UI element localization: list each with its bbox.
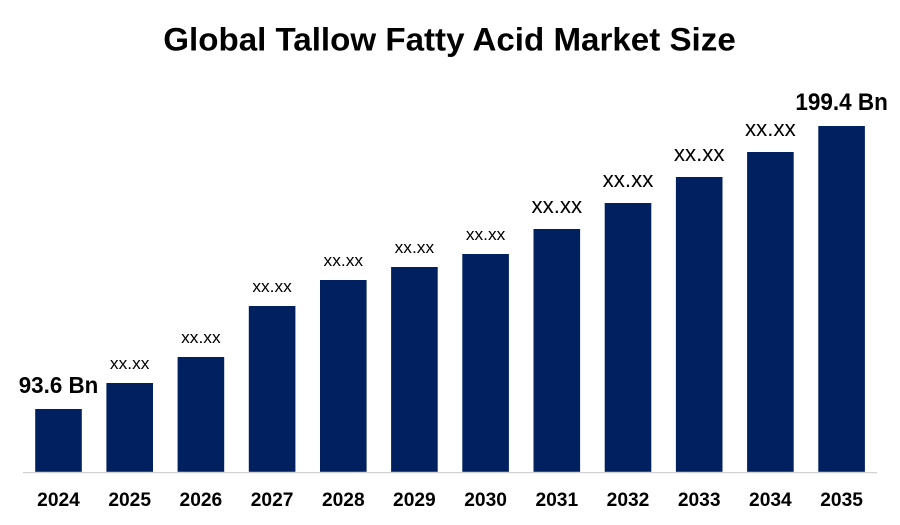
svg-text:2030: 2030 [464, 490, 507, 511]
svg-text:xx.xx: xx.xx [181, 328, 221, 347]
svg-text:xx.xx: xx.xx [324, 251, 364, 270]
svg-text:xx.xx: xx.xx [395, 238, 435, 257]
svg-text:xx.xx: xx.xx [466, 225, 506, 244]
svg-text:2028: 2028 [322, 490, 365, 511]
svg-text:xx.xx: xx.xx [745, 116, 796, 141]
svg-text:2029: 2029 [393, 490, 436, 511]
svg-text:xx.xx: xx.xx [603, 167, 654, 192]
svg-text:2031: 2031 [535, 490, 578, 511]
svg-text:xx.xx: xx.xx [110, 354, 150, 373]
svg-text:2033: 2033 [678, 490, 721, 511]
svg-text:93.6 Bn: 93.6 Bn [19, 372, 99, 398]
svg-text:xx.xx: xx.xx [531, 193, 582, 218]
svg-text:xx.xx: xx.xx [252, 277, 292, 296]
svg-text:2026: 2026 [180, 490, 223, 511]
svg-text:2024: 2024 [37, 490, 80, 511]
svg-text:2034: 2034 [749, 490, 792, 511]
svg-text:2025: 2025 [108, 490, 151, 511]
svg-text:2035: 2035 [820, 490, 863, 511]
svg-text:xx.xx: xx.xx [674, 141, 725, 166]
svg-text:199.4 Bn: 199.4 Bn [795, 89, 888, 116]
svg-text:2032: 2032 [607, 490, 650, 511]
svg-text:2027: 2027 [251, 490, 294, 511]
svg-text:Global Tallow Fatty Acid Marke: Global Tallow Fatty Acid Market Size [163, 21, 736, 57]
